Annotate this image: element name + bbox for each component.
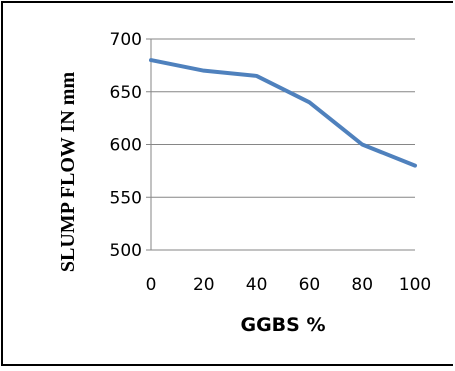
x-tick-label: 40 — [246, 275, 268, 295]
data-point — [307, 100, 311, 104]
axes — [146, 38, 415, 251]
series-line-0 — [149, 58, 417, 168]
data-point — [413, 164, 417, 168]
y-tick-label: 700 — [110, 30, 142, 50]
x-tick-label: 60 — [299, 275, 321, 295]
data-point — [149, 58, 153, 62]
y-tick-label: 500 — [110, 241, 142, 261]
x-tick-label: 80 — [351, 275, 373, 295]
y-tick-labels: 500 550 600 650 700 — [110, 30, 142, 261]
x-tick-labels: 0 20 40 60 80 100 — [146, 275, 432, 295]
y-tick-label: 550 — [110, 188, 142, 208]
x-tick-label: 100 — [399, 275, 431, 295]
y-tick-label: 650 — [110, 83, 142, 103]
data-point — [360, 143, 364, 147]
gridlines — [151, 38, 415, 198]
x-axis-title: GGBS % — [240, 314, 325, 336]
y-axis-title: SLUMP FLOW IN mm — [57, 72, 79, 273]
data-point — [255, 74, 259, 78]
data-point — [202, 69, 206, 73]
x-tick-label: 20 — [193, 275, 215, 295]
y-tick-label: 600 — [110, 136, 142, 156]
series-layer — [149, 58, 417, 168]
x-tick-label: 0 — [146, 275, 157, 295]
chart-border — [1, 1, 453, 366]
